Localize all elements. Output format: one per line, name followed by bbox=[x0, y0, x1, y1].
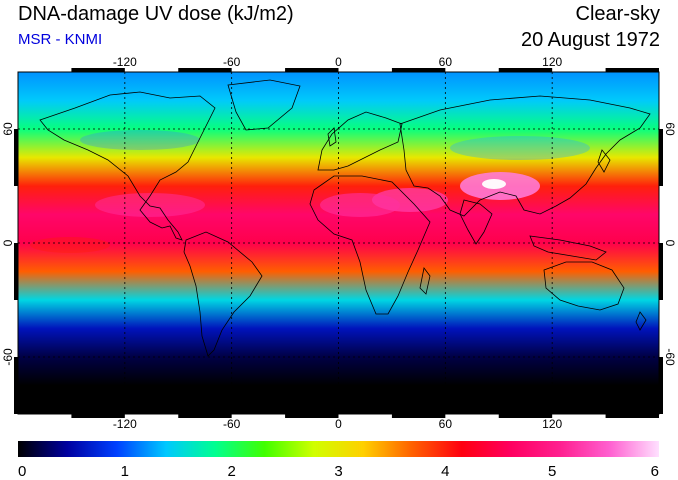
indonesia-coast bbox=[529, 235, 607, 261]
frame-segment bbox=[178, 414, 232, 418]
frame-segment bbox=[14, 357, 18, 414]
map-title: DNA-damage UV dose (kJ/m2) bbox=[18, 3, 294, 25]
coastlines bbox=[18, 79, 659, 397]
pacific-low-dose bbox=[30, 237, 110, 253]
frame-segment bbox=[659, 243, 663, 300]
frame-segment bbox=[14, 243, 18, 300]
sahara-high-dose bbox=[320, 193, 400, 217]
lon-tick-label-bottom: -120 bbox=[113, 417, 137, 431]
lon-tick-label-bottom: -60 bbox=[223, 417, 241, 431]
frame-segment bbox=[285, 68, 339, 72]
colorbar-tick-label: 5 bbox=[548, 463, 556, 480]
lat-tick-label-left: -60 bbox=[1, 348, 15, 366]
gridlines bbox=[18, 72, 659, 414]
map-frame bbox=[14, 68, 663, 418]
frame-segment bbox=[178, 68, 232, 72]
lon-tick-label-top: -120 bbox=[113, 55, 137, 69]
sky-condition: Clear-sky bbox=[575, 3, 660, 25]
lon-tick-label-top: 0 bbox=[335, 55, 342, 69]
lon-tick-label-top: -60 bbox=[223, 55, 241, 69]
frame-segment bbox=[14, 129, 18, 186]
lat-tick-label-right: 60 bbox=[663, 122, 677, 136]
colorbar-tick-label: 0 bbox=[18, 463, 26, 480]
british-isles-coast bbox=[327, 127, 337, 147]
frame-segment bbox=[498, 414, 553, 418]
europe-coast bbox=[317, 111, 403, 171]
frame-segment bbox=[71, 414, 125, 418]
lon-tick-label-bottom: 60 bbox=[439, 417, 453, 431]
frame-segment bbox=[391, 68, 446, 72]
colorbar-tick-label: 2 bbox=[227, 463, 235, 480]
frame-segment bbox=[605, 414, 659, 418]
antarctica-coast bbox=[18, 389, 659, 397]
south-america-coast bbox=[183, 231, 263, 357]
japan-coast bbox=[597, 149, 611, 173]
map-ticks: -120 -120 -60 -60 0 0 60 60 120 120 -60 -60 0 0 60 60 bbox=[1, 55, 677, 431]
new-zealand-coast bbox=[635, 311, 647, 331]
lat-tick-label-left: 0 bbox=[1, 239, 15, 246]
colorbar-tick-label: 3 bbox=[334, 463, 342, 480]
colorbar-tick-label: 6 bbox=[651, 463, 659, 480]
lon-tick-label-top: 60 bbox=[439, 55, 453, 69]
frame-segment bbox=[605, 68, 659, 72]
tibet-peak bbox=[482, 179, 506, 189]
lat-tick-label-right: 0 bbox=[663, 240, 677, 247]
america-high-dose bbox=[95, 193, 205, 217]
lat-tick-label-right: -60 bbox=[663, 348, 677, 366]
asia-coast bbox=[399, 95, 651, 217]
india-coast bbox=[459, 199, 493, 245]
map-date: 20 August 1972 bbox=[520, 29, 660, 51]
lat-tick-label-left: 60 bbox=[1, 122, 15, 136]
africa-coast bbox=[309, 175, 431, 315]
frame-segment bbox=[71, 68, 125, 72]
lon-tick-label-top: 120 bbox=[542, 55, 562, 69]
australia-coast bbox=[543, 261, 625, 311]
madagascar-coast bbox=[419, 267, 431, 295]
frame-segment bbox=[285, 414, 339, 418]
frame-segment bbox=[659, 129, 663, 186]
lon-tick-label-bottom: 0 bbox=[335, 417, 342, 431]
canada-blue bbox=[80, 130, 200, 150]
colorbar-tick-label: 1 bbox=[121, 463, 129, 480]
colorbar bbox=[18, 441, 659, 457]
colorbar-ticks: 0 1 2 3 4 5 6 bbox=[18, 463, 659, 480]
frame-segment bbox=[391, 414, 446, 418]
lon-tick-label-bottom: 120 bbox=[542, 417, 562, 431]
credit-label: MSR - KNMI bbox=[18, 31, 103, 48]
colorbar-tick-label: 4 bbox=[441, 463, 449, 480]
frame-segment bbox=[498, 68, 553, 72]
greenland-coast bbox=[227, 79, 301, 131]
asia-north-blue bbox=[450, 136, 590, 160]
frame-segment bbox=[659, 357, 663, 414]
